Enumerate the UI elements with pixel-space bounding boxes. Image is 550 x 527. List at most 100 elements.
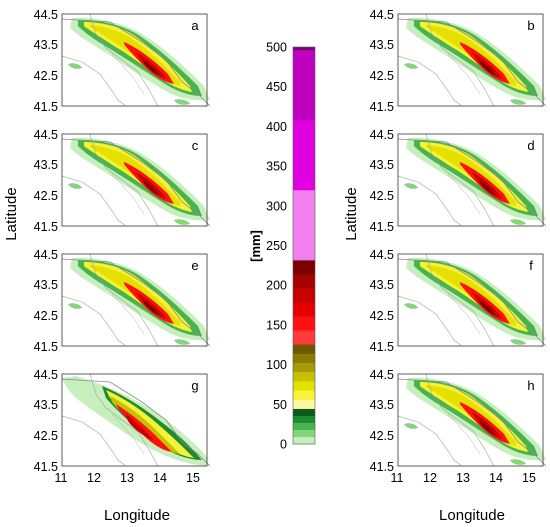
lat-tick-label: 42.5 xyxy=(370,429,394,443)
lat-tick-label: 44.5 xyxy=(34,248,58,262)
colorbar-tick-label: 150 xyxy=(266,318,287,332)
panel-c: c xyxy=(61,133,210,227)
lon-tick-label: 15 xyxy=(186,471,200,485)
panel-label: h xyxy=(527,378,534,393)
colorbar-segment xyxy=(293,316,315,331)
colorbar-segment xyxy=(293,50,315,121)
lat-tick-label: 43.5 xyxy=(34,278,58,292)
colorbar-frame xyxy=(292,46,316,445)
lon-tick-label: 13 xyxy=(120,471,134,485)
x-axis-label-right: Longitude xyxy=(439,507,505,524)
lat-tick-label: 43.5 xyxy=(34,38,58,52)
colorbar-tick-label: 50 xyxy=(273,398,287,412)
colorbar-segment xyxy=(293,408,315,417)
lat-tick-label: 44.5 xyxy=(34,128,58,142)
lat-tick-label: 44.5 xyxy=(34,368,58,382)
panel-frame xyxy=(61,133,208,227)
colorbar-tick-label: 200 xyxy=(266,279,287,293)
colorbar-segment xyxy=(293,190,315,261)
panel-f: f xyxy=(397,253,546,347)
lat-tick-label: 41.5 xyxy=(34,220,58,234)
lat-tick-label: 41.5 xyxy=(34,460,58,474)
panel-a: a xyxy=(61,13,210,107)
colorbar-segment xyxy=(293,344,315,355)
lat-tick-label: 42.5 xyxy=(34,189,58,203)
panel-label: f xyxy=(529,258,533,273)
panel-frame xyxy=(397,13,544,107)
lat-tick-label: 41.5 xyxy=(370,220,394,234)
x-axis-label-left: Longitude xyxy=(104,507,170,524)
colorbar-tick-label: 400 xyxy=(266,120,287,134)
y-axis-label-left: Latitude xyxy=(3,187,20,240)
lat-tick-label: 44.5 xyxy=(370,8,394,22)
panel-g: g xyxy=(61,373,210,467)
colorbar-tick-label: 450 xyxy=(266,80,287,94)
lon-tick-label: 14 xyxy=(489,471,503,485)
colorbar-segment xyxy=(293,288,315,303)
lat-tick-label: 44.5 xyxy=(34,8,58,22)
lat-tick-label: 43.5 xyxy=(34,398,58,412)
colorbar-tick-label: 500 xyxy=(266,41,287,55)
colorbar-tick-label: 250 xyxy=(266,239,287,253)
lat-tick-label: 41.5 xyxy=(34,100,58,114)
lon-tick-label: 12 xyxy=(423,471,437,485)
panel-label: d xyxy=(527,138,534,153)
colorbar-segment xyxy=(293,260,315,275)
lat-tick-label: 44.5 xyxy=(370,248,394,262)
lat-tick-label: 43.5 xyxy=(370,158,394,172)
colorbar-segment xyxy=(293,330,315,345)
panel-label: c xyxy=(192,138,199,153)
colorbar-segment xyxy=(293,415,315,424)
panel-frame xyxy=(61,13,208,107)
colorbar-segment xyxy=(293,429,315,438)
panel-label: a xyxy=(191,18,199,33)
colorbar-segment xyxy=(293,381,315,391)
colorbar-tick-label: 350 xyxy=(266,160,287,174)
lat-tick-label: 42.5 xyxy=(34,309,58,323)
panel-frame xyxy=(61,373,208,467)
colorbar-segment xyxy=(293,390,315,401)
panel-frame xyxy=(397,133,544,227)
colorbar-segment xyxy=(293,422,315,431)
colorbar-segment xyxy=(293,353,315,364)
lon-tick-label: 11 xyxy=(391,471,404,485)
panel-label: e xyxy=(191,258,198,273)
lat-tick-label: 42.5 xyxy=(34,429,58,443)
panel-frame xyxy=(397,373,544,467)
lon-tick-label: 14 xyxy=(153,471,167,485)
colorbar-segment xyxy=(293,436,315,445)
colorbar-segment xyxy=(293,399,315,410)
lat-tick-label: 43.5 xyxy=(34,158,58,172)
lat-tick-label: 41.5 xyxy=(370,460,394,474)
panel-frame xyxy=(61,253,208,347)
lat-tick-label: 41.5 xyxy=(34,340,58,354)
lat-tick-label: 41.5 xyxy=(370,340,394,354)
lat-tick-label: 44.5 xyxy=(370,128,394,142)
panel-h: h xyxy=(397,373,546,467)
panel-e: e xyxy=(61,253,210,347)
panel-label: g xyxy=(191,378,198,393)
colorbar-tick-label: 0 xyxy=(280,438,287,452)
colorbar-segment xyxy=(293,372,315,382)
lat-tick-label: 43.5 xyxy=(370,278,394,292)
lat-tick-label: 41.5 xyxy=(370,100,394,114)
colorbar-segment xyxy=(293,120,315,191)
panel-b: b xyxy=(397,13,546,107)
lat-tick-label: 43.5 xyxy=(370,398,394,412)
colorbar-tick-label: 300 xyxy=(266,199,287,213)
lon-tick-label: 13 xyxy=(456,471,470,485)
panel-d: d xyxy=(397,133,546,227)
lon-tick-label: 11 xyxy=(55,471,68,485)
lat-tick-label: 43.5 xyxy=(370,38,394,52)
lat-tick-label: 44.5 xyxy=(370,368,394,382)
colorbar-segment xyxy=(293,274,315,289)
y-axis-label-right: Latitude xyxy=(343,187,360,240)
lon-tick-label: 12 xyxy=(87,471,101,485)
colorbar-segment xyxy=(293,302,315,317)
lat-tick-label: 42.5 xyxy=(370,69,394,83)
panel-frame xyxy=(397,253,544,347)
lon-tick-label: 15 xyxy=(522,471,536,485)
